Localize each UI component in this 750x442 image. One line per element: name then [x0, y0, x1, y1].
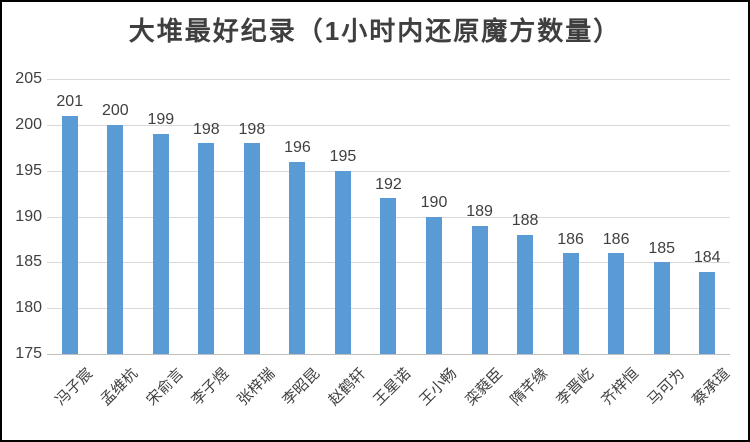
chart-title: 大堆最好纪录（1小时内还原魔方数量） — [128, 16, 622, 46]
bar — [243, 143, 260, 354]
bar — [608, 253, 625, 354]
x-category-label: 王星诺 — [370, 365, 415, 409]
bar — [426, 216, 443, 354]
plot-area: 201 200 199 198 198 196 195 192 190 189 188 186 186 1… — [47, 79, 733, 409]
x-category-label: 王小畅 — [416, 365, 461, 409]
bar-column: 184 — [684, 79, 730, 354]
y-tick-label: 195 — [15, 161, 42, 179]
bar — [653, 262, 670, 354]
bar — [380, 198, 397, 354]
bar-value-label: 198 — [238, 120, 266, 138]
gridline — [47, 124, 730, 126]
bar-column: 201 — [47, 79, 93, 354]
x-category-label: 蔡承瑄 — [689, 365, 734, 409]
y-tick-label: 205 — [15, 70, 42, 87]
bar-value-label: 188 — [511, 212, 539, 230]
bar-value-label: 201 — [56, 93, 84, 111]
bar-value-label: 186 — [602, 230, 630, 248]
x-category-label: 齐梓恒 — [598, 365, 643, 409]
bar — [107, 124, 124, 354]
bar-column: 188 — [502, 79, 548, 354]
bar-value-label: 199 — [147, 111, 175, 129]
x-category-label: 马可为 — [643, 365, 688, 409]
y-tick-label: 200 — [15, 115, 42, 133]
bar-value-label: 192 — [375, 175, 402, 193]
bar-series: 201 200 199 198 198 196 195 192 190 189 188 186 186 1… — [47, 79, 730, 354]
gridline — [47, 79, 730, 80]
bar-value-label: 184 — [693, 248, 721, 266]
bar — [334, 170, 351, 354]
bar — [562, 253, 579, 354]
x-category-label: 孟维杭 — [97, 365, 142, 409]
bar-column: 196 — [275, 79, 321, 354]
bar — [61, 115, 78, 354]
y-tick-label: 190 — [15, 207, 42, 225]
bar-value-label: 186 — [557, 230, 584, 248]
bar-value-label: 200 — [101, 102, 129, 120]
bar-column: 189 — [457, 79, 503, 354]
bar — [152, 134, 169, 354]
bar — [289, 161, 306, 354]
bar-column: 185 — [639, 79, 685, 354]
y-tick-label: 185 — [15, 253, 42, 271]
bar-column: 195 — [320, 79, 366, 354]
bar-value-label: 189 — [466, 203, 493, 221]
bar-column: 192 — [366, 79, 412, 354]
x-category-label: 隋芊缘 — [507, 365, 552, 409]
bar-column: 198 — [229, 79, 275, 354]
bar-column: 200 — [93, 79, 139, 354]
x-axis-line — [47, 354, 730, 355]
bar — [471, 225, 488, 354]
x-category-label: 李晋屹 — [552, 365, 597, 409]
bar-value-label: 198 — [193, 120, 220, 138]
y-tick-label: 180 — [15, 299, 42, 317]
bar-value-label: 185 — [648, 239, 676, 257]
y-axis: 205 200 195 190 185 180 175 — [2, 70, 42, 362]
bar-column: 186 — [593, 79, 639, 354]
x-category-label: 冯子宸 — [52, 365, 96, 409]
x-category-label: 宋俞言 — [143, 365, 187, 409]
bar-value-label: 195 — [329, 148, 357, 166]
x-category-label: 李子煜 — [188, 365, 233, 409]
bar-column: 199 — [138, 79, 184, 354]
x-category-label: 赵鹤轩 — [325, 365, 370, 409]
bar — [517, 234, 534, 354]
bar — [699, 271, 716, 354]
x-category-label: 张梓瑞 — [234, 365, 279, 409]
bar-column: 190 — [411, 79, 457, 354]
bar-column: 186 — [548, 79, 594, 354]
x-category-label: 李昭昆 — [279, 365, 324, 409]
bar-column: 198 — [184, 79, 230, 354]
bar — [198, 143, 215, 354]
x-category-label: 栾蕤臣 — [461, 365, 506, 409]
gridline — [47, 170, 730, 172]
bar-value-label: 196 — [284, 138, 311, 156]
y-tick-label: 175 — [15, 345, 42, 362]
bar-value-label: 190 — [420, 193, 448, 211]
